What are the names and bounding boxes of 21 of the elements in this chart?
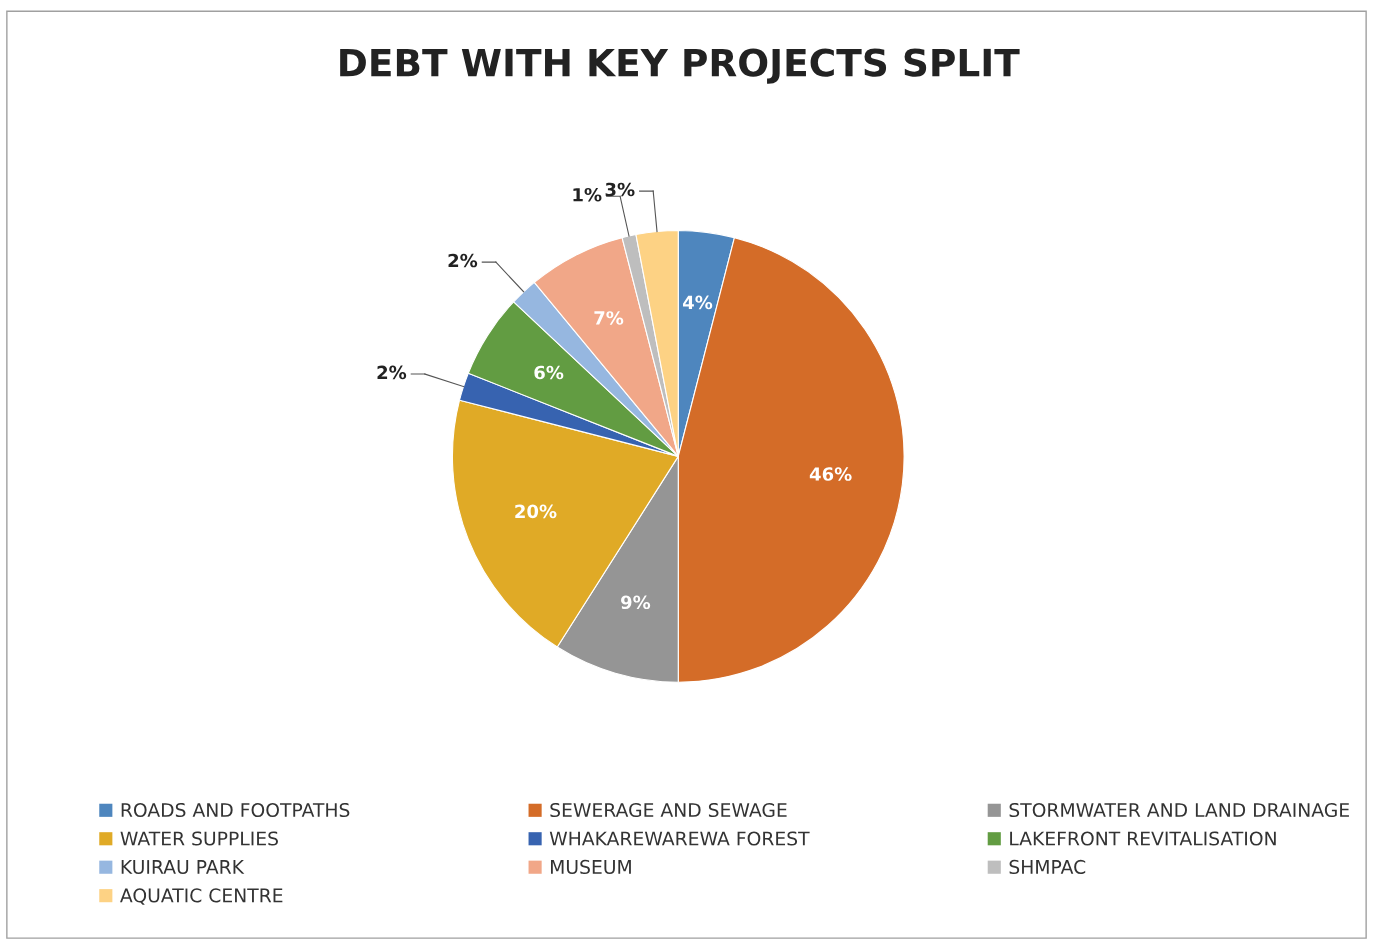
legend-label: ROADS AND FOOTPATHS	[121, 802, 350, 818]
data-label: 6%	[534, 365, 564, 380]
data-label: 2%	[377, 365, 407, 380]
data-label: 4%	[682, 295, 713, 310]
legend-label: KUIRAU PARK	[121, 860, 245, 875]
legend-label: LAKEFRONT REVITALISATION	[1010, 831, 1276, 846]
data-label: 1%	[573, 187, 602, 202]
legend-label: WHAKAREWAREWA FOREST	[549, 831, 810, 846]
chart-title: DEBT WITH KEY PROJECTS SPLIT	[340, 48, 1020, 84]
data-label: 46%	[809, 467, 852, 481]
data-label: 2%	[448, 253, 478, 268]
legend-label: MUSEUM	[551, 859, 631, 875]
data-label: 20%	[515, 504, 557, 519]
data-label: 3%	[605, 182, 635, 197]
legend-label: SEWERAGE AND SEWAGE	[550, 802, 787, 818]
legend-label: STORMWATER AND LAND DRAINAGE	[1009, 802, 1349, 818]
data-label: 7%	[594, 311, 624, 325]
legend-label: WATER SUPPLIES	[120, 831, 278, 846]
legend-label: AQUATIC CENTRE	[120, 888, 283, 905]
legend-label: SHMPAC	[1009, 859, 1086, 875]
data-label: 9%	[621, 595, 651, 610]
